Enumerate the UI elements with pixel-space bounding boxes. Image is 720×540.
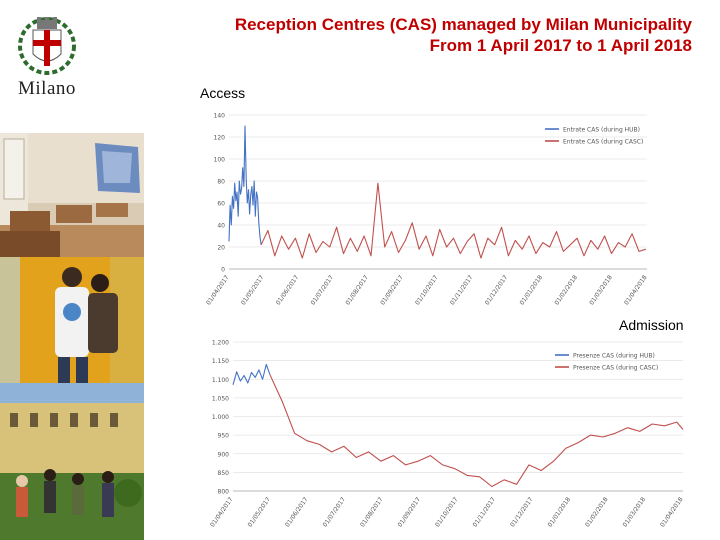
legend-label: Entrate CAS (during CASC): [563, 139, 643, 146]
photo-column: [0, 133, 144, 540]
garden-photo: [0, 383, 144, 540]
y-tick-label: 40: [217, 223, 225, 230]
plot-background: [195, 107, 655, 307]
y-tick-label: 1.000: [212, 414, 229, 421]
y-tick-label: 140: [214, 113, 226, 120]
plot-background: [195, 335, 695, 540]
y-tick-label: 900: [218, 451, 230, 458]
access-label: Access: [200, 85, 246, 101]
milano-logo: [12, 10, 82, 105]
city-crest-icon: [18, 17, 76, 75]
title-line-2: From 1 April 2017 to 1 April 2018: [429, 36, 692, 55]
title-line-1: Reception Centres (CAS) managed by Milan…: [234, 15, 692, 34]
series-line-0: [232, 363, 271, 385]
dormitory-photo: [0, 133, 144, 257]
admission-chart: 8008509009501.0001.0501.1001.1501.20001/…: [195, 335, 695, 540]
legend-label: Presenze CAS (during HUB): [573, 353, 655, 360]
y-tick-label: 0: [221, 267, 225, 274]
page-title: Reception Centres (CAS) managed by Milan…: [235, 14, 692, 56]
logo-text: Milano: [18, 78, 76, 99]
y-tick-label: 1.050: [212, 395, 229, 402]
series-line-1: [269, 374, 684, 488]
y-tick-label: 1.150: [212, 358, 229, 365]
y-tick-label: 80: [217, 179, 225, 186]
y-tick-label: 800: [218, 489, 230, 496]
y-tick-label: 1.100: [212, 377, 229, 384]
y-tick-label: 1.200: [212, 340, 229, 347]
admission-label: Admission: [619, 317, 684, 333]
y-tick-label: 120: [214, 135, 226, 142]
legend-label: Presenze CAS (during CASC): [573, 365, 658, 372]
y-tick-label: 850: [218, 470, 230, 477]
assistance-photo: [0, 257, 144, 383]
y-tick-label: 950: [218, 433, 230, 440]
legend-label: Entrate CAS (during HUB): [563, 127, 640, 134]
series-line-1: [260, 182, 647, 259]
y-tick-label: 100: [214, 157, 226, 164]
y-tick-label: 20: [217, 245, 225, 252]
y-tick-label: 60: [217, 201, 225, 208]
series-line-0: [228, 125, 262, 245]
